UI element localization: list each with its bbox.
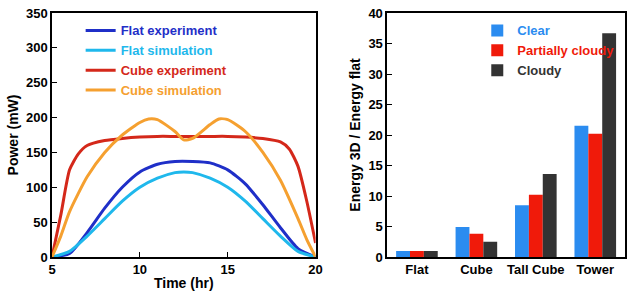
- svg-text:0: 0: [376, 250, 383, 265]
- svg-text:Cube: Cube: [460, 262, 493, 277]
- svg-text:15: 15: [220, 262, 234, 277]
- svg-text:Tower: Tower: [577, 262, 614, 277]
- svg-text:20: 20: [308, 262, 322, 277]
- svg-text:Clear: Clear: [517, 23, 550, 38]
- svg-text:150: 150: [26, 145, 48, 160]
- svg-text:Flat experiment: Flat experiment: [121, 23, 218, 38]
- svg-text:5: 5: [376, 219, 383, 234]
- svg-text:Tall Cube: Tall Cube: [507, 262, 565, 277]
- svg-text:30: 30: [368, 67, 382, 82]
- svg-text:Flat simulation: Flat simulation: [121, 43, 213, 58]
- svg-text:Energy 3D / Energy flat: Energy 3D / Energy flat: [347, 58, 363, 212]
- svg-text:40: 40: [368, 6, 382, 21]
- svg-text:Cloudy: Cloudy: [517, 63, 562, 78]
- svg-text:25: 25: [368, 97, 382, 112]
- svg-text:250: 250: [26, 75, 48, 90]
- svg-text:20: 20: [368, 128, 382, 143]
- svg-text:0: 0: [40, 250, 47, 265]
- svg-text:35: 35: [368, 36, 382, 51]
- svg-text:200: 200: [26, 110, 48, 125]
- svg-text:5: 5: [48, 262, 55, 277]
- svg-text:Time (hr): Time (hr): [154, 275, 214, 291]
- svg-text:10: 10: [368, 189, 382, 204]
- svg-text:Cube experiment: Cube experiment: [121, 63, 227, 78]
- svg-text:300: 300: [26, 40, 48, 55]
- svg-text:50: 50: [33, 215, 47, 230]
- svg-text:10: 10: [133, 262, 147, 277]
- svg-text:15: 15: [368, 158, 382, 173]
- svg-text:Cube simulation: Cube simulation: [121, 83, 222, 98]
- svg-text:350: 350: [26, 6, 48, 21]
- svg-text:Power (mW): Power (mW): [5, 95, 21, 176]
- svg-text:Partially cloudy: Partially cloudy: [517, 43, 614, 58]
- svg-text:100: 100: [26, 180, 48, 195]
- svg-text:Flat: Flat: [405, 262, 429, 277]
